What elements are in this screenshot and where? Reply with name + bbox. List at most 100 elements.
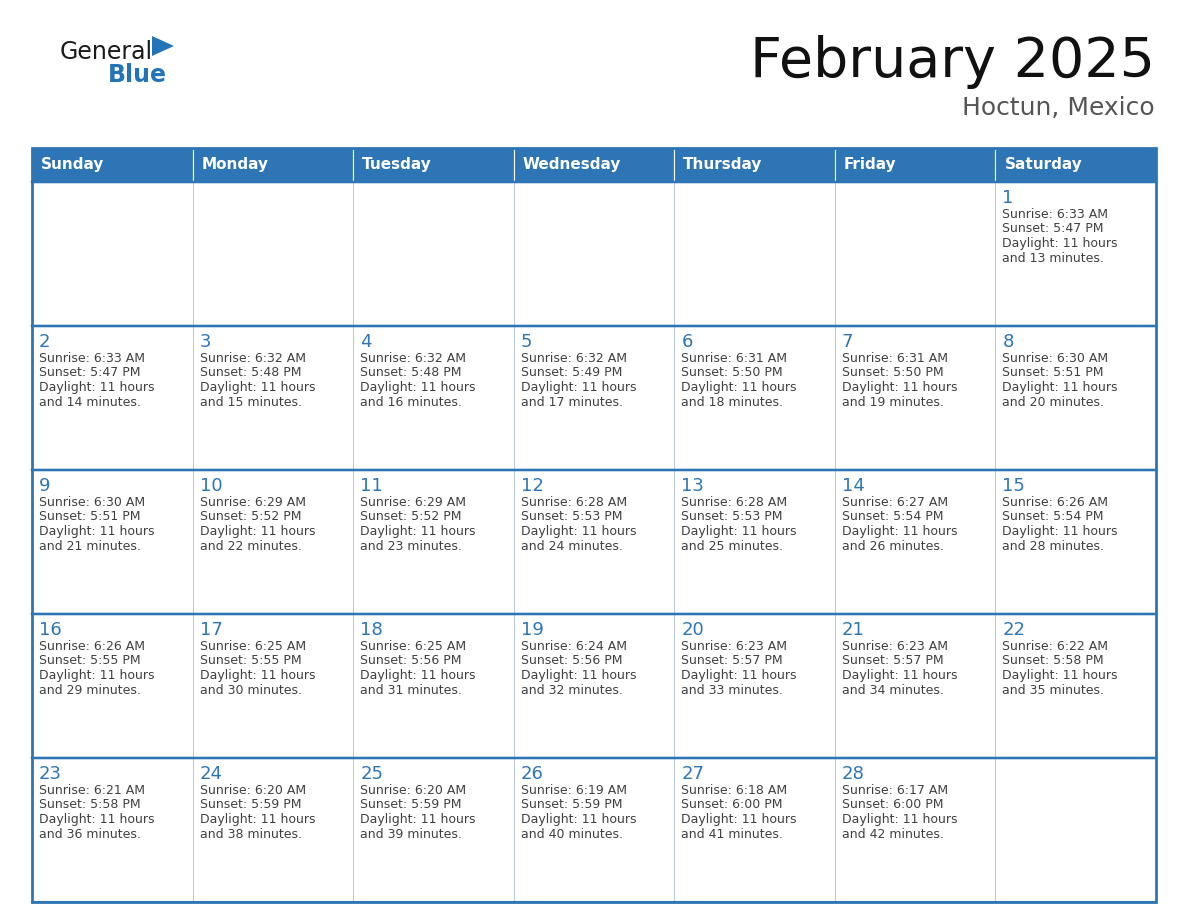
Text: 2: 2 [39,333,51,351]
Text: 10: 10 [200,477,222,495]
Text: Sunrise: 6:23 AM: Sunrise: 6:23 AM [842,640,948,653]
Text: Blue: Blue [108,63,168,87]
Text: Sunset: 5:57 PM: Sunset: 5:57 PM [842,655,943,667]
Bar [513,470,675,614]
Text: Daylight: 11 hours: Daylight: 11 hours [200,669,315,682]
Text: Daylight: 11 hours: Daylight: 11 hours [200,381,315,394]
Bar [192,470,353,614]
Text: Sunset: 5:50 PM: Sunset: 5:50 PM [842,366,943,379]
Text: Sunset: 5:48 PM: Sunset: 5:48 PM [200,366,301,379]
Text: Sunrise: 6:28 AM: Sunrise: 6:28 AM [520,496,627,509]
Text: Monday: Monday [202,158,268,173]
Text: and 40 minutes.: and 40 minutes. [520,827,623,841]
Bar [32,758,192,902]
Text: Daylight: 11 hours: Daylight: 11 hours [681,669,797,682]
Text: and 31 minutes.: and 31 minutes. [360,684,462,697]
Bar [192,614,353,758]
Text: Sunrise: 6:33 AM: Sunrise: 6:33 AM [1003,208,1108,221]
Bar [32,470,192,614]
Text: Daylight: 11 hours: Daylight: 11 hours [842,813,958,826]
Text: Sunset: 5:54 PM: Sunset: 5:54 PM [842,510,943,523]
Bar [835,470,996,614]
Text: and 33 minutes.: and 33 minutes. [681,684,783,697]
Text: General: General [61,40,153,64]
Text: and 23 minutes.: and 23 minutes. [360,540,462,553]
Bar [835,148,996,182]
Text: and 25 minutes.: and 25 minutes. [681,540,783,553]
Text: Sunset: 5:58 PM: Sunset: 5:58 PM [1003,655,1104,667]
Text: Sunset: 5:52 PM: Sunset: 5:52 PM [360,510,462,523]
Text: and 32 minutes.: and 32 minutes. [520,684,623,697]
Bar [513,758,675,902]
Text: Daylight: 11 hours: Daylight: 11 hours [39,381,154,394]
Text: Daylight: 11 hours: Daylight: 11 hours [39,669,154,682]
Text: Sunrise: 6:30 AM: Sunrise: 6:30 AM [1003,352,1108,365]
Text: and 17 minutes.: and 17 minutes. [520,396,623,409]
Text: Sunrise: 6:17 AM: Sunrise: 6:17 AM [842,784,948,797]
Text: 1: 1 [1003,189,1013,207]
Text: Friday: Friday [843,158,897,173]
Text: and 13 minutes.: and 13 minutes. [1003,252,1105,264]
Text: 6: 6 [681,333,693,351]
Text: and 16 minutes.: and 16 minutes. [360,396,462,409]
Text: February 2025: February 2025 [750,35,1155,89]
Bar [835,182,996,326]
Bar [675,326,835,470]
Text: Sunset: 5:51 PM: Sunset: 5:51 PM [1003,366,1104,379]
Text: 7: 7 [842,333,853,351]
Text: Sunset: 5:52 PM: Sunset: 5:52 PM [200,510,301,523]
Text: Daylight: 11 hours: Daylight: 11 hours [842,525,958,538]
Text: and 15 minutes.: and 15 minutes. [200,396,302,409]
Text: 19: 19 [520,621,544,639]
Text: Sunrise: 6:26 AM: Sunrise: 6:26 AM [39,640,145,653]
Bar [835,758,996,902]
Text: Sunset: 5:55 PM: Sunset: 5:55 PM [200,655,302,667]
Bar [353,470,513,614]
Text: 4: 4 [360,333,372,351]
Bar [513,148,675,182]
Text: Daylight: 11 hours: Daylight: 11 hours [520,669,637,682]
Text: Daylight: 11 hours: Daylight: 11 hours [842,669,958,682]
Text: Sunrise: 6:22 AM: Sunrise: 6:22 AM [1003,640,1108,653]
Text: Sunrise: 6:33 AM: Sunrise: 6:33 AM [39,352,145,365]
Text: 18: 18 [360,621,383,639]
Text: and 24 minutes.: and 24 minutes. [520,540,623,553]
Bar [32,614,192,758]
Bar [513,326,675,470]
Text: Wednesday: Wednesday [523,158,621,173]
Bar [32,182,192,326]
Bar [353,326,513,470]
Text: Sunset: 5:56 PM: Sunset: 5:56 PM [360,655,462,667]
Text: Sunday: Sunday [42,158,105,173]
Text: Daylight: 11 hours: Daylight: 11 hours [520,813,637,826]
Text: Tuesday: Tuesday [362,158,432,173]
Text: and 26 minutes.: and 26 minutes. [842,540,943,553]
Text: and 41 minutes.: and 41 minutes. [681,827,783,841]
Text: and 35 minutes.: and 35 minutes. [1003,684,1105,697]
Text: 11: 11 [360,477,383,495]
Text: Sunrise: 6:20 AM: Sunrise: 6:20 AM [200,784,305,797]
Bar [192,148,353,182]
Text: Sunset: 6:00 PM: Sunset: 6:00 PM [842,799,943,812]
Text: Daylight: 11 hours: Daylight: 11 hours [1003,381,1118,394]
Text: Sunrise: 6:25 AM: Sunrise: 6:25 AM [200,640,305,653]
Text: Daylight: 11 hours: Daylight: 11 hours [1003,525,1118,538]
Bar [996,182,1156,326]
Text: Sunset: 5:47 PM: Sunset: 5:47 PM [1003,222,1104,236]
Text: Sunset: 5:47 PM: Sunset: 5:47 PM [39,366,140,379]
Text: 14: 14 [842,477,865,495]
Text: Daylight: 11 hours: Daylight: 11 hours [39,525,154,538]
Bar [675,758,835,902]
Text: Sunrise: 6:32 AM: Sunrise: 6:32 AM [200,352,305,365]
Text: and 18 minutes.: and 18 minutes. [681,396,783,409]
Text: Sunrise: 6:27 AM: Sunrise: 6:27 AM [842,496,948,509]
Bar [675,470,835,614]
Text: and 19 minutes.: and 19 minutes. [842,396,943,409]
Text: Sunset: 5:55 PM: Sunset: 5:55 PM [39,655,140,667]
Bar [192,182,353,326]
Text: Sunset: 5:49 PM: Sunset: 5:49 PM [520,366,623,379]
Text: and 21 minutes.: and 21 minutes. [39,540,141,553]
Bar [996,148,1156,182]
Text: 13: 13 [681,477,704,495]
Text: Daylight: 11 hours: Daylight: 11 hours [39,813,154,826]
